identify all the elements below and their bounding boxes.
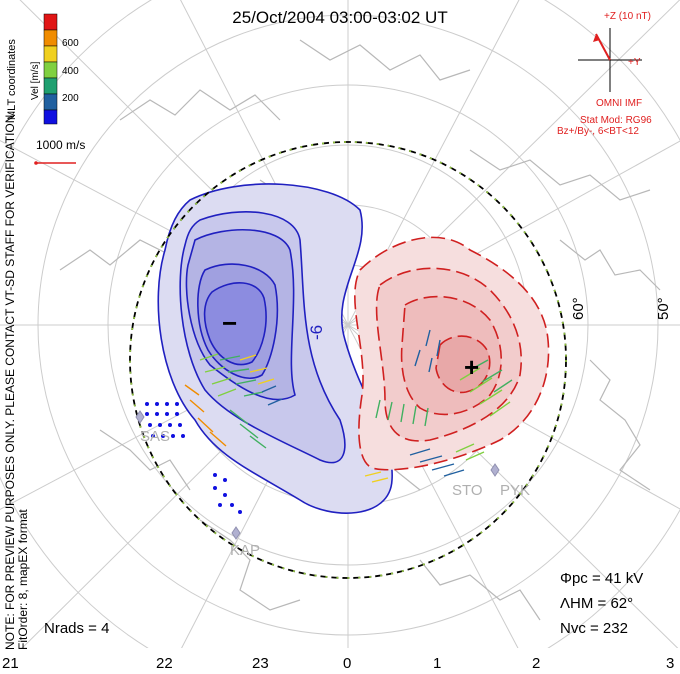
imf-z-label: +Z (10 nT): [604, 11, 651, 22]
dusk-cell-contours: [157, 183, 393, 514]
mlt-label-0: 0: [343, 655, 352, 672]
contour-label: -6: [307, 324, 326, 340]
site-markers: [135, 410, 500, 540]
site-label-sas: SAS: [140, 428, 171, 445]
coordinate-label: MLT coordinates: [6, 39, 18, 120]
colorbar-tick-400: 400: [62, 66, 79, 77]
colorbar-tick-600: 600: [62, 38, 79, 49]
preview-note: NOTE: FOR PREVIEW PURPOSES ONLY. PLEASE …: [3, 50, 30, 650]
dawn-cell-maximum: +: [464, 352, 480, 382]
dots-dusk: [145, 402, 242, 514]
mlt-label-22: 22: [156, 655, 173, 672]
vectors-dusk: [184, 353, 283, 449]
mlt-label-1: 1: [433, 655, 442, 672]
imf-y-label: +Y: [628, 57, 641, 68]
site-label-kap: KAP: [230, 542, 261, 559]
cross-polar-potential: Φpc = 41 kV: [560, 570, 644, 587]
site-label-sto: STO: [452, 482, 483, 499]
reference-vector-label: 1000 m/s: [36, 138, 86, 152]
latitude-label-60: 60°: [570, 297, 587, 320]
imf-clock: [578, 28, 642, 92]
vector-count: Nvc = 232: [560, 620, 628, 637]
hm-latitude: ΛHM = 62°: [560, 595, 634, 612]
dusk-cell-minimum: −: [222, 308, 238, 338]
radar-count: Nrads = 4: [44, 620, 110, 637]
mlt-label-2: 2: [532, 655, 541, 672]
velocity-colorbar: [43, 13, 58, 125]
mlt-label-21: 21: [2, 655, 19, 672]
imf-condition: Bz+/By-, 6<BT<12: [557, 126, 639, 137]
map-title: 25/Oct/2004 03:00-03:02 UT: [232, 8, 448, 27]
imf-model: Stat Mod: RG96: [580, 115, 652, 126]
dawn-cell-contours: [354, 236, 550, 471]
site-label-pyk: PYK: [500, 482, 531, 499]
mlt-label-3: 3: [666, 655, 675, 672]
colorbar-label: Vel [m/s]: [30, 61, 41, 100]
dusk-cell-core: [203, 282, 267, 366]
fit-order-text: FitOrder: 8, mapEX format: [16, 509, 30, 650]
colorbar-tick-200: 200: [62, 93, 79, 104]
vectors-dawn: [364, 329, 513, 483]
latitude-label-50: 50°: [655, 297, 672, 320]
imf-source: OMNI IMF: [596, 98, 643, 109]
dawn-cell-core: [435, 335, 491, 394]
mlt-label-23: 23: [252, 655, 269, 672]
